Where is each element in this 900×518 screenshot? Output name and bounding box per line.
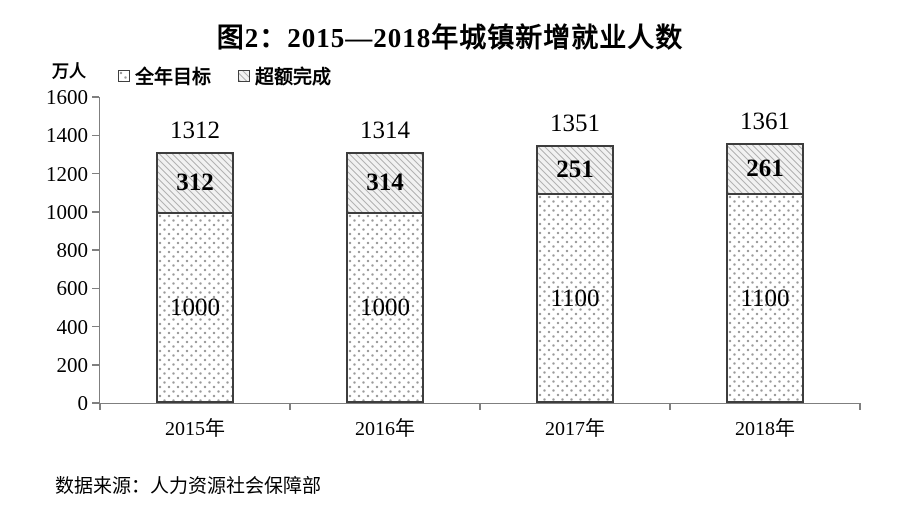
y-tick-mark <box>91 287 99 289</box>
bar-segment-overflow: 251 <box>536 144 614 193</box>
y-tick-mark <box>91 134 99 136</box>
bar-segment-target-value: 1100 <box>550 284 600 312</box>
y-tick-mark <box>91 402 99 404</box>
x-tick-mark <box>859 403 861 410</box>
x-category-label: 2015年 <box>165 418 225 440</box>
x-tick-mark <box>479 403 481 410</box>
y-tick-label: 800 <box>56 238 89 262</box>
bar-segment-target-value: 1100 <box>740 284 790 312</box>
y-tick-label: 1400 <box>46 123 88 148</box>
y-axis-unit-label: 万人 <box>52 62 86 81</box>
legend-label-target: 全年目标 <box>135 67 212 88</box>
x-category-label: 2018年 <box>735 418 795 440</box>
bar-segment-target: 1100 <box>726 192 804 403</box>
y-tick-label: 200 <box>56 352 89 377</box>
bar-segment-overflow-value: 261 <box>746 154 784 182</box>
legend-item-target: 全年目标 <box>118 62 211 89</box>
x-tick-mark <box>99 403 101 410</box>
bar-segment-target: 1100 <box>536 192 614 403</box>
bar-segment-target-value: 1000 <box>360 294 410 322</box>
bar-segment-target-value: 1000 <box>170 294 220 322</box>
legend-swatch-dots-icon <box>118 69 130 82</box>
y-tick-label: 1600 <box>46 85 88 109</box>
bar-segment-overflow-value: 312 <box>176 168 214 196</box>
y-tick-label: 400 <box>56 314 89 339</box>
bar-total-label: 1314 <box>360 116 410 144</box>
bar-segment-overflow-value: 251 <box>556 155 594 183</box>
legend: 全年目标 超额完成 <box>118 62 331 89</box>
x-tick-mark <box>669 403 671 410</box>
bar-segment-target: 1000 <box>156 211 234 403</box>
bar-segment-target: 1000 <box>346 211 424 403</box>
y-tick-mark <box>91 249 99 251</box>
bar-total-label: 1312 <box>170 117 220 145</box>
x-category-label: 2017年 <box>545 418 605 440</box>
y-tick-label: 1200 <box>46 161 88 186</box>
y-axis-line <box>98 97 100 403</box>
legend-item-overflow: 超额完成 <box>238 62 331 89</box>
x-category-label: 2016年 <box>355 418 415 440</box>
x-tick-mark <box>289 403 291 410</box>
y-tick-label: 0 <box>77 391 89 415</box>
bar-total-label: 1361 <box>740 107 790 135</box>
bar-segment-overflow: 314 <box>346 151 424 212</box>
y-tick-mark <box>91 364 99 366</box>
bar-segment-overflow: 312 <box>156 152 234 212</box>
legend-label-overflow: 超额完成 <box>255 67 332 88</box>
y-tick-mark <box>91 172 99 175</box>
legend-swatch-hatch-icon <box>238 69 251 82</box>
y-tick-label: 600 <box>56 276 89 301</box>
y-tick-mark <box>91 96 99 98</box>
bar-total-label: 1351 <box>550 109 600 137</box>
chart-title: 图2：2015—2018年城镇新增就业人数 <box>216 23 684 53</box>
bar-segment-overflow: 261 <box>726 142 804 193</box>
y-tick-mark <box>91 325 99 328</box>
y-tick-label: 1000 <box>46 199 88 224</box>
data-source-note: 数据来源：人力资源社会保障部 <box>55 476 322 497</box>
bar-segment-overflow-value: 314 <box>366 168 404 196</box>
y-tick-mark <box>91 211 99 213</box>
